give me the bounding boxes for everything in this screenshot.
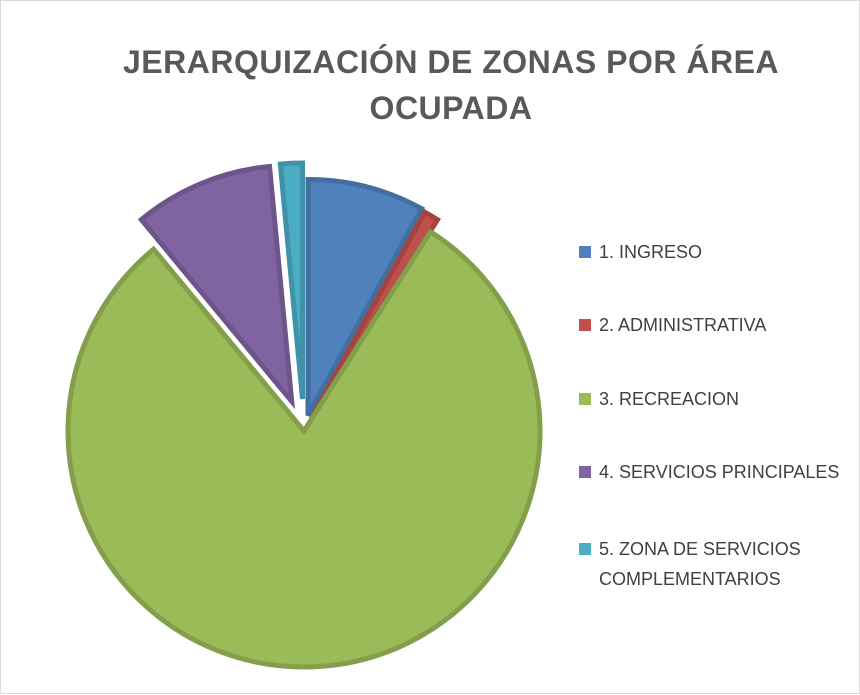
legend-label: 3. RECREACION [599,389,740,409]
legend-label: 5. ZONA DE SERVICIOS COMPLEMENTARIOS [599,539,801,589]
legend-swatch [579,319,591,331]
legend-label: 1. INGRESO [599,242,703,262]
legend-swatch [579,246,591,258]
pie-slice [277,160,305,400]
pie-slice [305,177,426,417]
legend-label: 4. SERVICIOS PRINCIPALES [599,462,840,482]
legend-item: 5. ZONA DE SERVICIOS COMPLEMENTARIOS [579,534,849,594]
legend-label: 2. ADMINISTRATIVA [599,315,767,335]
legend-item: 3. RECREACION [579,384,849,414]
legend-swatch [579,393,591,405]
pie-slice [137,163,296,410]
legend-swatch [579,466,591,478]
chart-title: JERARQUIZACIÓN DE ZONAS POR ÁREA OCUPADA [122,44,780,126]
pie-slice [65,228,543,670]
legend-item: 2. ADMINISTRATIVA [579,310,849,340]
legend-item: 1. INGRESO [579,237,849,267]
legend-item: 4. SERVICIOS PRINCIPALES [579,457,849,487]
legend-swatch [579,543,591,555]
